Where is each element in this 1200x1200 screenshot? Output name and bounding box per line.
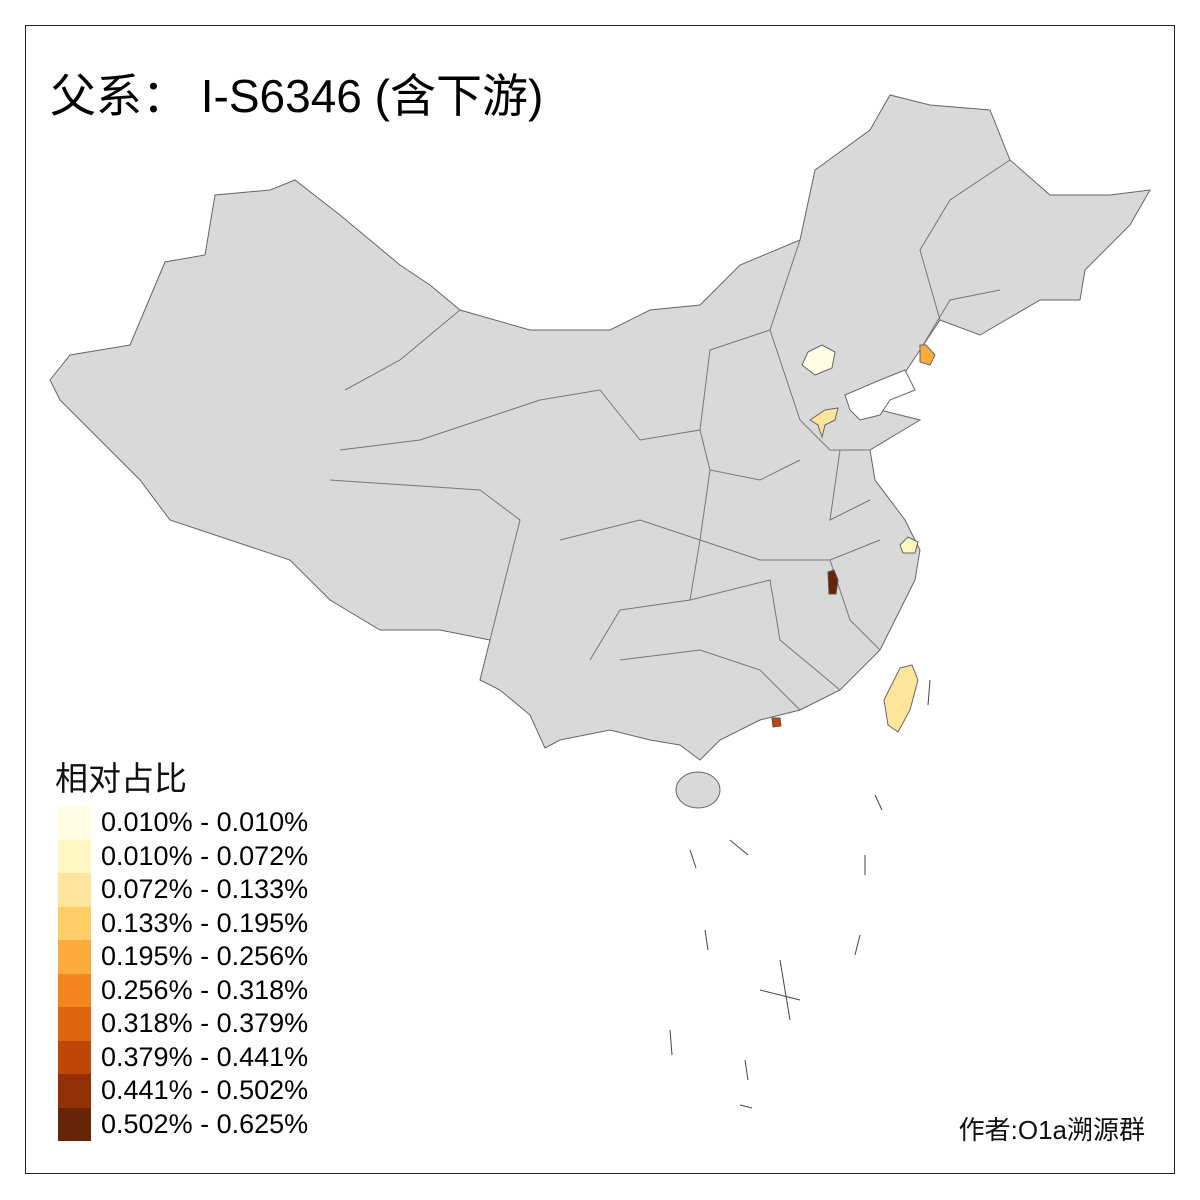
legend-label: 0.256% - 0.318% [101, 974, 309, 1005]
legend-swatch [58, 839, 91, 873]
map-frame [25, 25, 1175, 1174]
legend-swatch [58, 873, 91, 907]
legend-item: 0.133% - 0.195% [58, 906, 309, 940]
legend-swatch [58, 1074, 91, 1108]
south-china-sea-islands [669, 679, 931, 1109]
region-beijing [801, 344, 836, 376]
legend-item: 0.256% - 0.318% [58, 973, 309, 1007]
legend-label: 0.441% - 0.502% [101, 1075, 309, 1106]
legend-label: 0.379% - 0.441% [101, 1041, 309, 1072]
legend-label: 0.010% - 0.072% [101, 840, 309, 871]
legend-title: 相对占比 [55, 760, 187, 797]
legend-swatch [58, 906, 91, 940]
legend-label: 0.010% - 0.010% [101, 807, 309, 838]
region-liaoning [919, 344, 936, 366]
legend: 0.010% - 0.010% 0.010% - 0.072% 0.072% - 0… [58, 806, 308, 1141]
legend-label: 0.195% - 0.256% [101, 941, 309, 972]
highlighted-regions [771, 344, 936, 733]
legend-swatch [58, 1107, 91, 1141]
author-credit: 作者:O1a溯源群 [958, 1115, 1145, 1145]
map-title: 父系： I-S6346 (含下游) [50, 70, 544, 122]
legend-swatch [58, 1007, 91, 1041]
mainland-outline [49, 94, 1151, 761]
region-shanghai [899, 536, 919, 554]
china-mainland [49, 94, 1151, 809]
bohai-sea [844, 369, 916, 421]
legend-swatch [58, 940, 91, 974]
legend-swatch [58, 806, 91, 840]
legend-item: 0.379% - 0.441% [58, 1040, 309, 1074]
legend-label: 0.502% - 0.625% [101, 1108, 309, 1139]
region-guangdong [771, 717, 782, 728]
region-jiangxi [827, 569, 839, 595]
legend-label: 0.072% - 0.133% [101, 874, 309, 905]
province-borders [329, 159, 1011, 711]
hainan-island [675, 771, 721, 809]
legend-item: 0.010% - 0.010% [58, 806, 308, 840]
legend-item: 0.072% - 0.133% [58, 873, 308, 907]
region-taiwan [883, 664, 919, 733]
legend-swatch [58, 973, 91, 1007]
legend-item: 0.318% - 0.379% [58, 1007, 308, 1041]
legend-item: 0.441% - 0.502% [58, 1074, 308, 1108]
legend-swatch [58, 1040, 91, 1074]
legend-item: 0.195% - 0.256% [58, 940, 308, 974]
legend-label: 0.133% - 0.195% [101, 907, 309, 938]
legend-label: 0.318% - 0.379% [101, 1008, 309, 1039]
region-hebei [809, 407, 839, 439]
legend-item: 0.010% - 0.072% [58, 839, 309, 873]
legend-item: 0.502% - 0.625% [58, 1107, 309, 1141]
